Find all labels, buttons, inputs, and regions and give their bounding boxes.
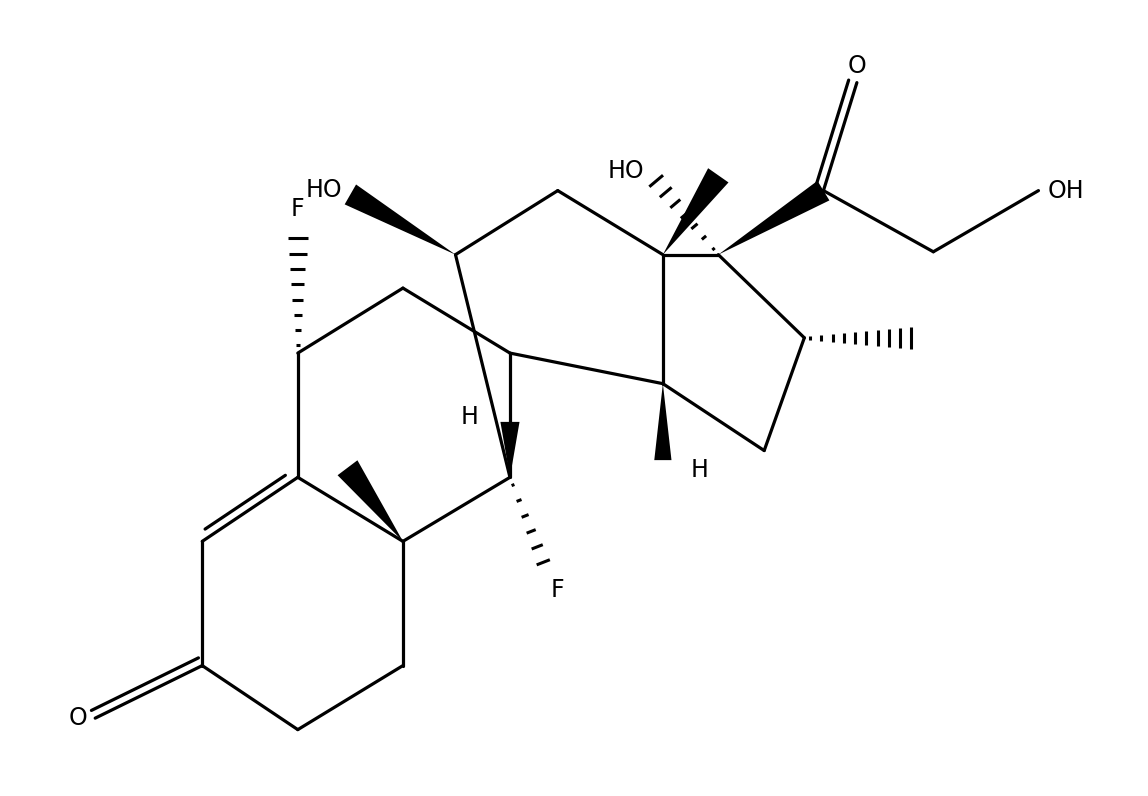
Polygon shape	[654, 384, 672, 460]
Text: OH: OH	[1048, 178, 1085, 203]
Text: HO: HO	[307, 178, 343, 201]
Text: H: H	[690, 458, 708, 482]
Polygon shape	[662, 168, 729, 255]
Text: H: H	[460, 405, 479, 429]
Polygon shape	[501, 422, 520, 478]
Text: HO: HO	[607, 158, 644, 182]
Polygon shape	[344, 185, 456, 255]
Text: O: O	[847, 54, 867, 78]
Text: F: F	[551, 578, 565, 602]
Text: F: F	[290, 197, 304, 221]
Polygon shape	[719, 181, 829, 255]
Text: O: O	[69, 706, 87, 730]
Polygon shape	[338, 460, 403, 541]
